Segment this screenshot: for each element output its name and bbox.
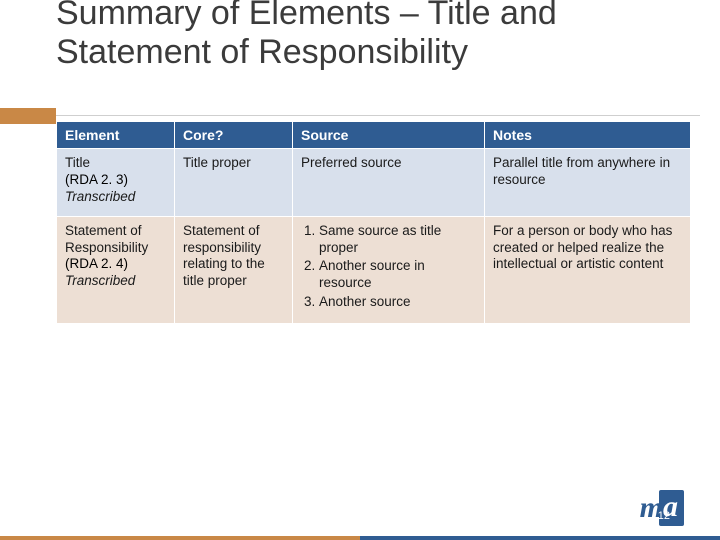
page-title: Summary of Elements – Title and Statemen… <box>56 0 656 72</box>
table-row: Statement of Responsibility (RDA 2. 4) T… <box>57 216 691 323</box>
element-note: Transcribed <box>65 273 135 288</box>
element-name: Title <box>65 155 90 170</box>
slide: Summary of Elements – Title and Statemen… <box>0 0 720 540</box>
slide-number: 12 <box>658 510 670 522</box>
element-ref: (RDA 2. 4) <box>65 256 128 271</box>
source-item: Another source in resource <box>319 258 476 292</box>
source-item: Same source as title proper <box>319 223 476 257</box>
footer-bar-left <box>0 536 360 540</box>
element-note: Transcribed <box>65 189 135 204</box>
element-name: Statement of Responsibility <box>65 223 148 255</box>
cell-source: Preferred source <box>293 149 485 217</box>
accent-bar <box>0 108 56 124</box>
col-source: Source <box>293 122 485 149</box>
source-item: Another source <box>319 294 476 311</box>
footer-bar-right <box>360 536 720 540</box>
table-header-row: Element Core? Source Notes <box>57 122 691 149</box>
accent-line <box>56 115 700 116</box>
element-ref: (RDA 2. 3) <box>65 172 128 187</box>
cell-notes: For a person or body who has created or … <box>485 216 691 323</box>
table-row: Title (RDA 2. 3) Transcribed Title prope… <box>57 149 691 217</box>
cell-source: Same source as title proper Another sour… <box>293 216 485 323</box>
elements-table: Element Core? Source Notes Title (RDA 2.… <box>56 121 690 324</box>
cell-element: Statement of Responsibility (RDA 2. 4) T… <box>57 216 175 323</box>
col-element: Element <box>57 122 175 149</box>
col-core: Core? <box>175 122 293 149</box>
footer: m a 12 <box>0 476 720 540</box>
cell-notes: Parallel title from anywhere in resource <box>485 149 691 217</box>
col-notes: Notes <box>485 122 691 149</box>
cell-core: Statement of responsibility relating to … <box>175 216 293 323</box>
cell-element: Title (RDA 2. 3) Transcribed <box>57 149 175 217</box>
cell-core: Title proper <box>175 149 293 217</box>
